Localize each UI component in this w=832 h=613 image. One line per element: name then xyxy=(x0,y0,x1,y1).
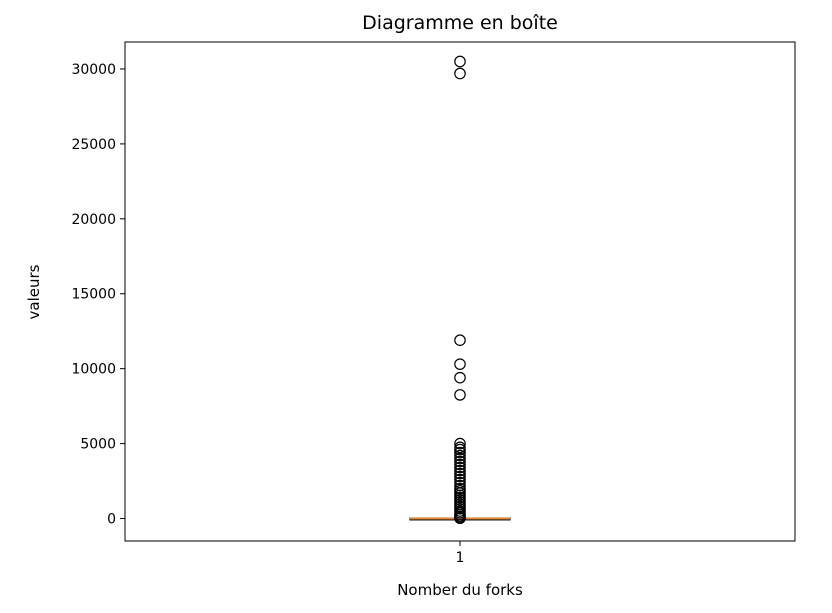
x-axis-label: Nomber du forks xyxy=(397,581,523,599)
outlier-point xyxy=(454,470,466,483)
y-tick-label: 0 xyxy=(107,512,116,528)
outlier-points xyxy=(454,55,466,525)
outlier-point xyxy=(454,458,466,471)
outlier-point xyxy=(454,452,466,465)
y-tick-label: 20000 xyxy=(71,212,116,228)
y-tick-label: 5000 xyxy=(80,437,116,453)
outlier-point xyxy=(454,461,466,474)
outlier-point xyxy=(454,371,466,384)
outlier-point xyxy=(454,449,466,462)
outlier-point xyxy=(454,358,466,370)
y-tick-label: 25000 xyxy=(71,137,116,153)
outlier-point xyxy=(454,334,466,347)
outlier-point xyxy=(454,389,466,401)
y-axis-label: valeurs xyxy=(25,264,43,319)
outlier-point xyxy=(454,443,466,456)
plot-frame xyxy=(124,41,796,542)
outlier-point xyxy=(454,464,466,477)
outlier-point xyxy=(454,67,466,80)
outlier-point xyxy=(454,479,466,492)
outlier-point xyxy=(454,512,466,525)
y-tick-label: 15000 xyxy=(71,287,116,303)
outlier-point xyxy=(454,55,466,68)
outlier-point xyxy=(454,473,466,486)
chart-title: Diagramme en boîte xyxy=(362,12,558,34)
outlier-point xyxy=(454,437,466,450)
y-tick-label: 10000 xyxy=(71,362,116,378)
x-axis-ticks: 1 xyxy=(456,541,465,566)
outlier-point xyxy=(454,455,466,468)
y-tick-label: 30000 xyxy=(71,62,116,78)
outlier-point xyxy=(454,446,466,459)
x-tick-label: 1 xyxy=(456,550,465,566)
y-axis-ticks: 0 5000 10000 15000 20000 25000 30000 xyxy=(71,62,125,528)
outlier-point xyxy=(454,467,466,480)
